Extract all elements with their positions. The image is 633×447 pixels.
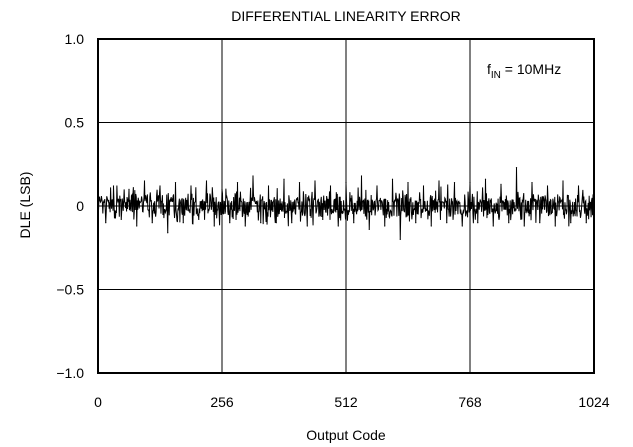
data-point [353, 222, 355, 224]
annotation-rest: = 10MHz [501, 61, 561, 77]
data-point [337, 225, 339, 227]
data-point [244, 225, 246, 227]
annotation-subscript: IN [491, 70, 501, 81]
data-point [391, 178, 394, 180]
data-point [484, 178, 487, 180]
data-point [577, 185, 580, 187]
frequency-annotation: fIN = 10MHz [487, 61, 561, 81]
data-point [477, 222, 479, 224]
x-tick-label: 0 [94, 394, 102, 410]
x-tick-label: 768 [458, 394, 482, 410]
x-axis-title: Output Code [306, 427, 386, 443]
data-point [182, 222, 184, 224]
y-tick-label: 0 [76, 198, 84, 214]
data-point [112, 185, 115, 187]
data-point [446, 222, 448, 224]
data-point [508, 222, 510, 224]
y-tick-label: 0.5 [65, 115, 85, 131]
data-point [174, 182, 177, 184]
x-axis-ticks: 0 256 512 768 1024 [94, 394, 610, 410]
data-point [151, 222, 153, 224]
data-point [322, 218, 324, 220]
plot-frame [97, 38, 595, 374]
data-point [500, 183, 502, 185]
data-point [570, 222, 572, 224]
data-point [469, 182, 471, 184]
data-point [384, 225, 386, 227]
data-point [213, 225, 215, 227]
data-point [415, 222, 417, 224]
y-tick-label: −1.0 [56, 365, 84, 381]
data-point [585, 222, 587, 224]
data-point [407, 182, 409, 184]
y-tick-label: −0.5 [56, 282, 84, 298]
data-point [298, 182, 301, 184]
y-tick-label: 1.0 [65, 31, 85, 47]
data-point [198, 218, 200, 220]
data-point [523, 225, 525, 227]
data-point [205, 180, 208, 182]
data-point [492, 225, 494, 227]
x-tick-label: 256 [210, 394, 234, 410]
data-point [376, 185, 378, 187]
data-point [399, 238, 401, 240]
x-tick-label: 1024 [578, 394, 609, 410]
data-point [531, 182, 533, 184]
dle-series [97, 166, 595, 240]
y-axis-title: DLE (LSB) [17, 172, 33, 239]
data-point [260, 222, 262, 224]
x-tick-label: 512 [334, 394, 358, 410]
chart-title: DIFFERENTIAL LINEARITY ERROR [231, 8, 460, 24]
data-point [283, 178, 285, 180]
data-point [562, 180, 564, 182]
data-point [128, 188, 130, 190]
data-point [275, 222, 277, 224]
data-point [136, 225, 138, 227]
data-point [539, 222, 541, 224]
data-point [314, 180, 316, 182]
data-point [368, 228, 370, 230]
data-point [120, 218, 122, 220]
data-point [461, 225, 463, 227]
data-point [267, 185, 270, 187]
y-axis-ticks: 1.0 0.5 0 −0.5 −1.0 [56, 31, 84, 381]
data-point [430, 225, 432, 227]
annotation-main: f [487, 61, 491, 77]
data-point [221, 188, 223, 190]
data-point [167, 232, 169, 234]
data-point [291, 222, 293, 224]
data-point [236, 182, 239, 184]
data-point [546, 185, 549, 187]
data-point [360, 175, 363, 177]
data-point [306, 225, 308, 227]
data-point [422, 185, 425, 187]
data-point [453, 182, 456, 184]
data-point [159, 185, 161, 187]
data-point [329, 185, 332, 187]
data-point [438, 180, 440, 182]
data-point [252, 175, 254, 177]
data-point [105, 222, 107, 224]
data-point [229, 222, 231, 224]
data-point [345, 182, 347, 184]
data-point [515, 166, 518, 169]
data-point [554, 225, 556, 227]
data-point [143, 180, 146, 182]
dle-line [97, 167, 594, 240]
data-point [190, 185, 192, 187]
